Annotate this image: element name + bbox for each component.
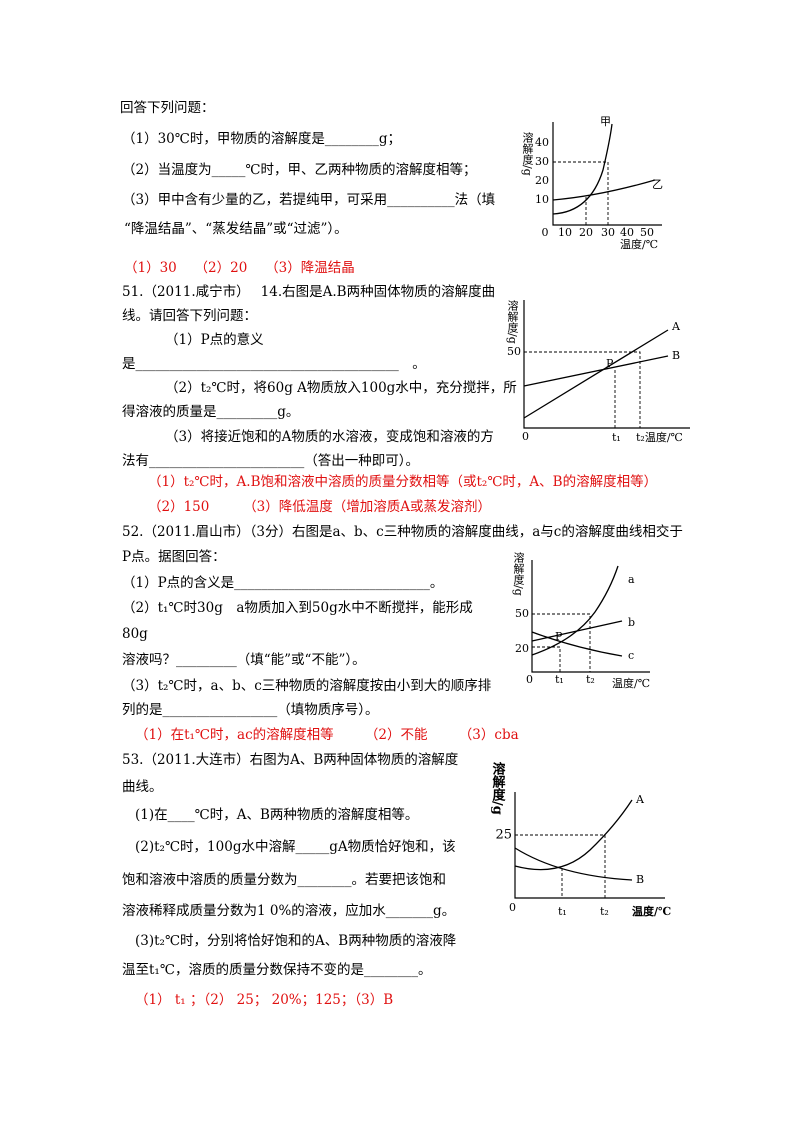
curve [523, 329, 669, 419]
line: P点。据图回答： [122, 549, 226, 565]
tick-label: 20 [515, 642, 529, 655]
guide [524, 351, 641, 428]
line: 80g [122, 626, 148, 642]
line: 溶液稀释成质量分数为1 0%的溶液，应加水_______g。 [122, 903, 456, 919]
tick-label: 10 [535, 193, 549, 206]
line: (3)t₂℃时，分别将恰好饱和的A、B两种物质的溶液降 [135, 933, 457, 949]
axes [552, 122, 662, 226]
tick-label: 10 [558, 226, 572, 239]
line: 52.（2011.眉山市）（3分）右图是a、b、c三种物质的溶解度曲线，a与c的… [122, 524, 683, 540]
y-label: 溶解度/g [512, 551, 525, 596]
tick-label: 50 [640, 226, 654, 239]
tick-label: 25 [495, 828, 512, 843]
tick-label: 20 [535, 174, 549, 187]
intro: 回答下列问题： [120, 100, 215, 116]
axes [531, 560, 650, 673]
answer: （2）150 （3）降低温度（增加溶质A或蒸发溶剂） [148, 499, 491, 515]
tick-label: t₂ [586, 673, 595, 686]
y-label: 溶解度/g [490, 761, 507, 814]
x-label: 温度/℃ [632, 904, 671, 918]
line: （1）30℃时，甲物质的溶解度是________g； [122, 131, 402, 147]
line: 51.（2011.咸宁市） 14.右图是A.B两种固体物质的溶解度曲 [122, 284, 496, 300]
line: 列的是_________________（填物质序号）。 [122, 702, 379, 718]
tick-label: t₁ [558, 905, 567, 918]
answer: （1）t₂℃时，A.B饱和溶液中溶质的质量分数相等（或t₂℃时，A、B的溶解度相… [148, 474, 658, 490]
tick-label: 0 [509, 901, 516, 914]
tick-label: 0 [522, 430, 529, 443]
curve-label: b [628, 616, 635, 629]
line: 线。请回答下列问题： [122, 308, 257, 324]
answer: （1） t₁ ；（2） 25； 20%；125；（3）B [135, 992, 394, 1008]
curve-label: B [672, 349, 680, 362]
curve [531, 565, 619, 656]
tick-label: t₂温度/℃ [636, 430, 683, 444]
line: （2）t₂℃时，将60g A物质放入100g水中，充分搅拌，所 [165, 380, 517, 396]
tick-label: 50 [507, 345, 521, 358]
curve [552, 179, 656, 201]
line: 饱和溶液中溶质的质量分数为________。若要把该饱和 [122, 872, 446, 888]
curve [523, 355, 669, 387]
tick-label: t₁ [555, 673, 564, 686]
curve-label: 甲 [600, 115, 611, 128]
line: （3）将接近饱和的A物质的水溶液，变成饱和溶液的方 [165, 429, 494, 445]
figure-51: A B 溶解度/g 50 P 0 t₁ t₂温度/℃ [506, 299, 690, 444]
figure-50: 甲 乙 溶解度/g 40 30 20 10 0 10 20 30 40 50 温… [521, 115, 663, 251]
line: （1）P点的意义 [165, 332, 264, 348]
tick-label: 0 [542, 226, 549, 239]
curve [514, 799, 633, 871]
line: （3）甲中含有少量的乙，若提纯甲，可采用__________法（填 [122, 192, 496, 208]
tick-label: t₁ [612, 431, 621, 444]
curve [531, 631, 623, 657]
point-label: P [606, 357, 614, 370]
guide [553, 161, 609, 225]
line: （2）t₁℃时30g a物质加入到50g水中不断搅拌，能形成 [122, 600, 473, 616]
guide [515, 834, 606, 898]
y-label: 溶解度/g [521, 131, 534, 176]
answer: （1）在t₁℃时，ac的溶解度相等 （2）不能 （3）cba [135, 727, 519, 743]
line: （3）t₂℃时，a、b、c三种物质的溶解度按由小到大的顺序排 [122, 678, 492, 694]
x-label: 温度/℃ [620, 237, 658, 251]
line: （2）当温度为_____℃时，甲、乙两种物质的溶解度相等； [122, 162, 477, 178]
line: (1)在____℃时，A、B两种物质的溶解度相等。 [135, 807, 419, 823]
curve [552, 123, 613, 215]
curve-label: c [628, 649, 634, 662]
tick-label: t₂ [600, 905, 609, 918]
curve-label: a [628, 573, 635, 586]
tick-label: 30 [601, 226, 615, 239]
guide [532, 613, 591, 672]
answer: （1）30 （2）20 （3）降温结晶 [124, 260, 355, 276]
line: “降温结晶”、“蒸发结晶”或“过滤”）。 [124, 221, 348, 237]
curve-label: B [636, 873, 644, 886]
line: 法有_______________________（答出一种即可）。 [122, 453, 419, 469]
line: 得溶液的质量是_________g。 [122, 404, 300, 420]
tick-label: 30 [535, 155, 549, 168]
tick-label: 20 [579, 226, 593, 239]
figure-52: a b c 溶解度/g 50 20 P 0 t₁ t₂ 温度/℃ [512, 551, 650, 690]
figure-53: A B 溶解度/g 25 0 t₁ t₂ 温度/℃ [490, 761, 672, 918]
x-label: 温度/℃ [612, 676, 650, 690]
line: 53.（2011.大连市）右图为A、B两种固体物质的溶解度 [122, 752, 459, 768]
line: 温至t₁℃，溶质的质量分数保持不变的是________。 [122, 962, 432, 978]
axes [514, 792, 665, 899]
point-label: P [555, 630, 563, 643]
curve [531, 620, 623, 642]
curve-label: A [635, 793, 645, 806]
curve-label: A [671, 320, 681, 333]
axes [523, 300, 690, 429]
tick-label: 40 [620, 226, 634, 239]
curve [514, 847, 633, 881]
line: 溶液吗？_________（填“能”或“不能”）。 [122, 652, 366, 668]
tick-label: 0 [526, 673, 533, 686]
line: (2)t₂℃时，100g水中溶解_____gA物质恰好饱和，该 [135, 839, 456, 855]
curve-label: 乙 [652, 178, 663, 191]
tick-label: 40 [535, 136, 549, 149]
tick-label: 50 [515, 607, 529, 620]
line: 曲线。 [122, 779, 163, 795]
y-label: 溶解度/g [506, 299, 519, 344]
line: （1）P点的含义是_____________________________。 [122, 575, 444, 591]
line: 是_______________________________________… [122, 356, 426, 372]
